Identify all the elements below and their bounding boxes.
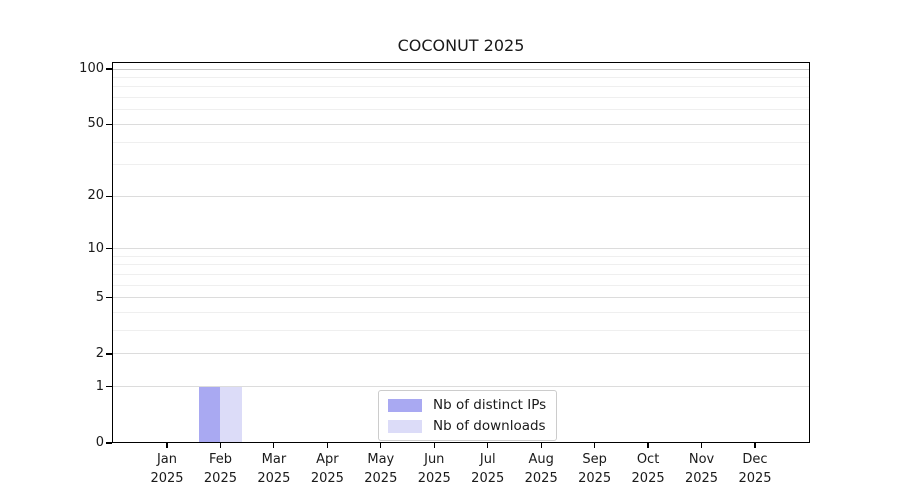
y-tick-mark bbox=[106, 297, 112, 299]
legend-swatch-distinct-ips bbox=[388, 398, 422, 412]
legend: Nb of distinct IPs Nb of downloads bbox=[378, 390, 558, 441]
x-tick-label: Jul 2025 bbox=[471, 452, 505, 486]
x-tick-mark bbox=[380, 443, 382, 448]
y-tick-label: 1 bbox=[95, 378, 104, 394]
x-tick-label: Oct 2025 bbox=[631, 452, 665, 486]
y-tick-mark bbox=[106, 248, 112, 250]
x-tick-mark bbox=[700, 443, 703, 448]
x-tick-label: Sep 2025 bbox=[578, 452, 612, 486]
x-tick-mark bbox=[754, 443, 756, 448]
legend-label-distinct-ips: Nb of distinct IPs bbox=[433, 397, 547, 413]
legend-item-downloads: Nb of downloads bbox=[388, 418, 546, 434]
y-tick-label: 5 bbox=[95, 289, 104, 305]
gridline bbox=[113, 86, 809, 88]
gridline bbox=[113, 97, 809, 99]
y-tick-mark bbox=[106, 442, 112, 444]
bar-distinct-ips bbox=[199, 386, 221, 443]
gridline bbox=[113, 68, 809, 70]
y-tick-mark bbox=[106, 68, 112, 70]
y-tick-mark bbox=[106, 353, 112, 355]
gridline bbox=[113, 330, 809, 332]
gridline bbox=[113, 123, 809, 125]
x-tick-label: Aug 2025 bbox=[524, 452, 558, 486]
x-tick-mark bbox=[166, 443, 168, 448]
gridline bbox=[113, 141, 809, 143]
legend-item-distinct-ips: Nb of distinct IPs bbox=[388, 397, 546, 413]
y-tick-label: 10 bbox=[87, 240, 104, 256]
legend-swatch-downloads bbox=[388, 419, 422, 433]
x-tick-mark bbox=[647, 443, 649, 448]
gridline bbox=[113, 297, 809, 299]
gridline bbox=[113, 164, 809, 166]
gridline bbox=[113, 248, 809, 250]
gridline bbox=[113, 109, 809, 111]
x-tick-mark bbox=[433, 443, 435, 448]
chart-title: COCONUT 2025 bbox=[397, 36, 525, 55]
gridline bbox=[113, 353, 809, 355]
y-tick-label: 100 bbox=[79, 61, 104, 76]
x-tick-label: May 2025 bbox=[364, 452, 398, 486]
y-tick-label: 50 bbox=[87, 116, 104, 132]
y-tick-label: 20 bbox=[87, 188, 104, 204]
gridline bbox=[113, 386, 809, 388]
gridline bbox=[113, 284, 809, 286]
x-tick-label: Mar 2025 bbox=[257, 452, 291, 486]
x-tick-mark bbox=[326, 443, 328, 448]
bar-downloads bbox=[220, 386, 242, 443]
x-tick-label: Jun 2025 bbox=[417, 452, 451, 486]
x-tick-mark bbox=[487, 443, 489, 448]
x-tick-mark bbox=[540, 443, 542, 448]
y-tick-label: 2 bbox=[95, 345, 104, 361]
gridline bbox=[113, 312, 809, 314]
x-tick-label: Jan 2025 bbox=[150, 452, 184, 486]
y-tick-label: 0 bbox=[95, 435, 104, 450]
y-tick-mark bbox=[106, 195, 112, 197]
y-tick-mark bbox=[106, 386, 112, 388]
x-tick-label: Apr 2025 bbox=[310, 452, 344, 486]
x-tick-mark bbox=[273, 443, 275, 448]
gridline bbox=[113, 195, 809, 197]
x-tick-mark bbox=[594, 443, 596, 448]
gridline bbox=[113, 255, 809, 257]
y-tick-mark bbox=[106, 123, 112, 125]
x-tick-label: Nov 2025 bbox=[684, 452, 719, 486]
x-tick-label: Dec 2025 bbox=[738, 452, 772, 486]
gridline bbox=[113, 273, 809, 275]
gridline bbox=[113, 264, 809, 266]
gridline bbox=[113, 76, 809, 78]
x-tick-label: Feb 2025 bbox=[203, 452, 237, 486]
x-tick-mark bbox=[219, 443, 222, 448]
legend-label-downloads: Nb of downloads bbox=[433, 418, 546, 434]
